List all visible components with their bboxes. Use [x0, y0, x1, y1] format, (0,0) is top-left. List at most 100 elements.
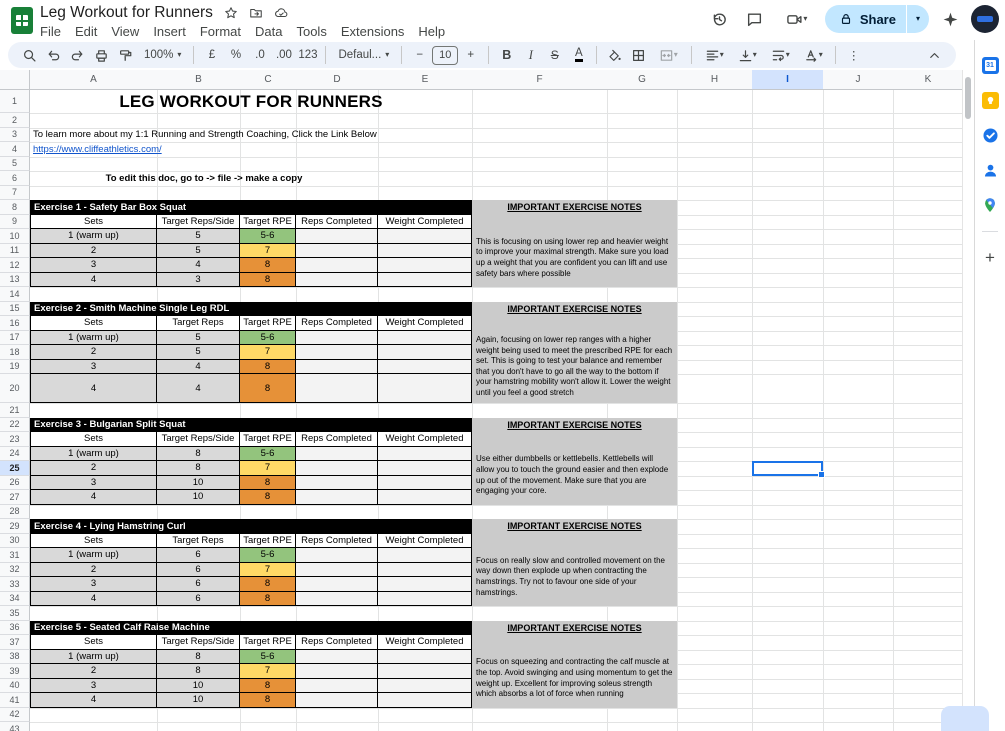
row-header-13[interactable]: 13: [0, 272, 30, 287]
row-header-11[interactable]: 11: [0, 243, 30, 258]
row-header-4[interactable]: 4: [0, 142, 30, 157]
tasks-icon[interactable]: [981, 126, 999, 144]
decrease-decimals-button[interactable]: .0: [255, 49, 265, 61]
cell[interactable]: [378, 678, 472, 693]
cell[interactable]: [296, 345, 378, 360]
add-addon-icon[interactable]: +: [985, 248, 995, 267]
meet-button[interactable]: ▾: [776, 5, 818, 33]
decrease-font-size-button[interactable]: −: [416, 49, 424, 61]
cell[interactable]: 1 (warm up): [30, 229, 157, 244]
table-header-cell[interactable]: Target Reps/Side: [157, 635, 240, 650]
cell[interactable]: 10: [157, 693, 240, 708]
table-header-cell[interactable]: Reps Completed: [296, 214, 378, 229]
avatar[interactable]: [971, 5, 999, 33]
table-header-cell[interactable]: Target RPE: [240, 635, 296, 650]
table-header-cell[interactable]: Sets: [30, 214, 157, 229]
cell[interactable]: [378, 359, 472, 374]
more-toolbar-button[interactable]: ⋮: [848, 50, 860, 62]
exercise-3-notes[interactable]: IMPORTANT EXERCISE NOTES Use either dumbb…: [472, 417, 677, 505]
cell[interactable]: [378, 374, 472, 403]
cell[interactable]: [378, 577, 472, 592]
cell[interactable]: [378, 664, 472, 679]
menu-extensions[interactable]: Extensions: [340, 24, 405, 39]
horizontal-align-button[interactable]: ▾: [698, 44, 730, 66]
row-header-34[interactable]: 34: [0, 591, 30, 606]
cell[interactable]: 8: [240, 359, 296, 374]
vertical-align-button[interactable]: ▾: [731, 44, 763, 66]
cell[interactable]: 7: [240, 664, 296, 679]
cell[interactable]: 4: [30, 591, 157, 606]
cell[interactable]: 2: [30, 562, 157, 577]
cell[interactable]: [296, 229, 378, 244]
menu-tools[interactable]: Tools: [296, 24, 327, 39]
cell[interactable]: 4: [30, 693, 157, 708]
cell[interactable]: 5-6: [240, 229, 296, 244]
cell[interactable]: 6: [157, 577, 240, 592]
row-header-5[interactable]: 5: [0, 156, 30, 171]
fill-color-button[interactable]: [603, 44, 626, 66]
row-header-42[interactable]: 42: [0, 707, 30, 722]
row-header-22[interactable]: 22: [0, 417, 30, 432]
format-currency-button[interactable]: £: [208, 49, 216, 61]
floating-corner-button[interactable]: [941, 706, 989, 731]
cell[interactable]: 8: [240, 475, 296, 490]
cell[interactable]: 5-6: [240, 548, 296, 563]
more-formats-button[interactable]: 123: [298, 49, 318, 61]
table-header-cell[interactable]: Target RPE: [240, 432, 296, 447]
cell[interactable]: 6: [157, 562, 240, 577]
cell[interactable]: [296, 374, 378, 403]
italic-button[interactable]: I: [528, 47, 533, 62]
table-header-cell[interactable]: Sets: [30, 533, 157, 548]
text-color-button[interactable]: A: [567, 44, 590, 66]
cell[interactable]: [296, 649, 378, 664]
format-percent-button[interactable]: %: [230, 49, 242, 61]
zoom-selector[interactable]: 100% ▾: [144, 49, 182, 61]
row-header-14[interactable]: 14: [0, 287, 30, 302]
table-header-cell[interactable]: Target Reps/Side: [157, 432, 240, 447]
table-header-cell[interactable]: Reps Completed: [296, 635, 378, 650]
column-header-A[interactable]: A: [30, 70, 158, 90]
row-header-25[interactable]: 25: [0, 461, 30, 476]
cell[interactable]: 8: [240, 577, 296, 592]
cell[interactable]: [296, 330, 378, 345]
cell[interactable]: 4: [30, 374, 157, 403]
cell[interactable]: [378, 562, 472, 577]
cell[interactable]: 8: [240, 693, 296, 708]
menu-file[interactable]: File: [40, 24, 61, 39]
cell[interactable]: 4: [157, 258, 240, 273]
column-header-G[interactable]: G: [607, 70, 678, 90]
document-title[interactable]: Leg Workout for Runners: [40, 4, 213, 21]
row-header-16[interactable]: 16: [0, 316, 30, 331]
merge-cells-button[interactable]: ▾: [651, 44, 685, 66]
column-header-F[interactable]: F: [472, 70, 608, 90]
table-header-cell[interactable]: Weight Completed: [378, 432, 472, 447]
cell[interactable]: 5-6: [240, 649, 296, 664]
cell[interactable]: [378, 345, 472, 360]
row-header-2[interactable]: 2: [0, 113, 30, 128]
cell[interactable]: 1 (warm up): [30, 330, 157, 345]
row-header-17[interactable]: 17: [0, 330, 30, 345]
row-header-36[interactable]: 36: [0, 620, 30, 635]
row-header-35[interactable]: 35: [0, 606, 30, 621]
table-header-cell[interactable]: Sets: [30, 635, 157, 650]
row-header-28[interactable]: 28: [0, 504, 30, 519]
row-header-18[interactable]: 18: [0, 345, 30, 360]
menu-data[interactable]: Data: [255, 24, 283, 39]
cell[interactable]: 3: [30, 577, 157, 592]
cell[interactable]: [378, 229, 472, 244]
table-header-cell[interactable]: Target RPE: [240, 316, 296, 331]
row-header-29[interactable]: 29: [0, 519, 30, 534]
cell[interactable]: [378, 461, 472, 476]
exercise-1-notes[interactable]: IMPORTANT EXERCISE NOTES This is focusing…: [472, 200, 677, 287]
cell[interactable]: 4: [30, 490, 157, 505]
row-header-8[interactable]: 8: [0, 200, 30, 215]
row-header-9[interactable]: 9: [0, 214, 30, 229]
row-header-19[interactable]: 19: [0, 359, 30, 374]
cell[interactable]: 2: [30, 345, 157, 360]
redo-button[interactable]: [66, 44, 89, 66]
cell[interactable]: 8: [157, 461, 240, 476]
cell[interactable]: 7: [240, 461, 296, 476]
paint-format-button[interactable]: [114, 44, 137, 66]
column-header-K[interactable]: K: [893, 70, 963, 90]
table-header-cell[interactable]: Target Reps: [157, 316, 240, 331]
